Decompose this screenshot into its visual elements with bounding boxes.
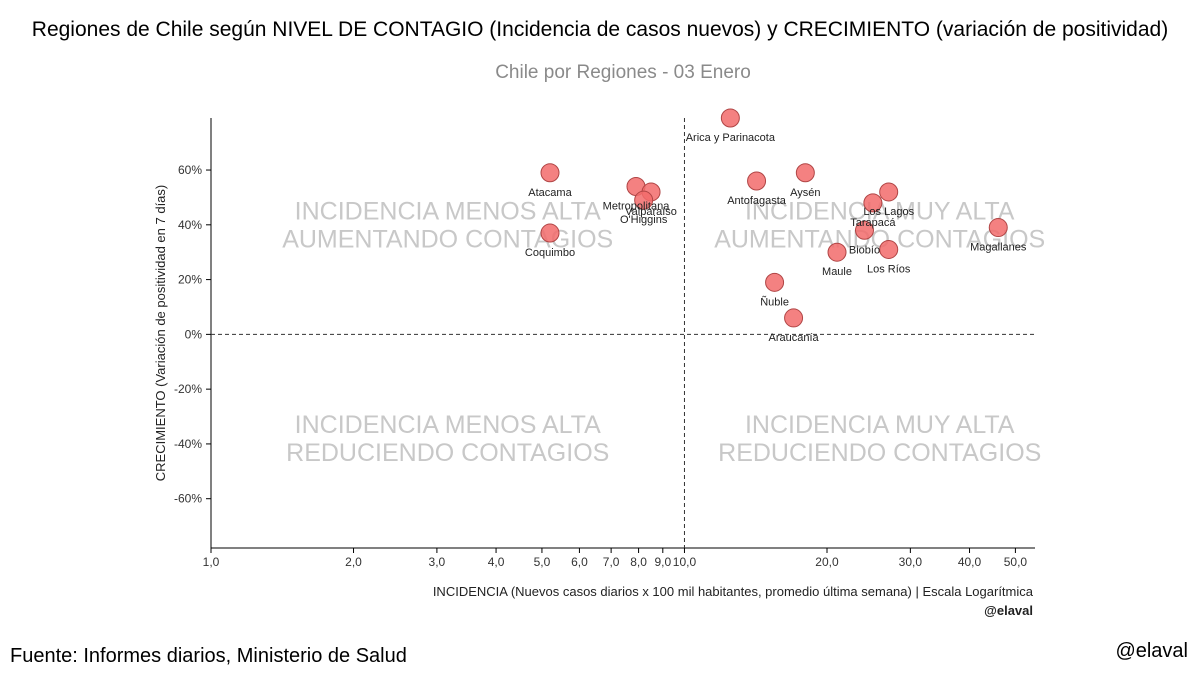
y-tick-label: -20%	[174, 382, 202, 396]
data-point-label: Biobío	[849, 244, 880, 256]
data-point-label: Valparaíso	[625, 206, 677, 218]
y-axis-title: CRECIMIENTO (Variación de positividad en…	[153, 185, 168, 481]
data-point	[765, 272, 785, 292]
axes: -60% -40% -20% 0% 20% 40% 60% 1,0 2,0 3,0 4,0 5,0 6,…	[174, 118, 1035, 569]
chart-subtitle: Chile por Regiones - 03 Enero	[495, 62, 751, 83]
x-tick-label: 3,0	[429, 555, 446, 569]
x-tick-label: 1,0	[203, 555, 220, 569]
x-tick-label: 9,0	[654, 555, 671, 569]
data-point-label: Tarapacá	[850, 217, 896, 229]
quadrant-label-line: REDUCIENDO CONTAGIOS	[286, 439, 609, 467]
y-tick-label: 0%	[185, 327, 203, 341]
data-point-label: Arica y Parinacota	[686, 132, 776, 144]
y-tick-label: -60%	[174, 492, 202, 506]
quadrant-label-top-left: INCIDENCIA MENOS ALTA AUMENTANDO CONTAGIO…	[282, 197, 613, 253]
author-handle: @elaval	[1115, 640, 1188, 662]
data-point-label: Antofagasta	[727, 195, 787, 207]
data-point	[879, 182, 899, 202]
data-point	[854, 220, 874, 240]
data-point-label: Maule	[822, 266, 852, 278]
data-point	[827, 242, 847, 262]
chart-credit: @elaval	[984, 603, 1033, 618]
x-tick-label: 4,0	[488, 555, 505, 569]
x-axis-title: INCIDENCIA (Nuevos casos diarios x 100 m…	[433, 584, 1034, 599]
quadrant-label-line: REDUCIENDO CONTAGIOS	[718, 439, 1041, 467]
x-tick-label: 20,0	[815, 555, 839, 569]
data-point	[795, 163, 815, 183]
quadrant-label-bottom-right: INCIDENCIA MUY ALTA REDUCIENDO CONTAGIOS	[718, 411, 1041, 467]
y-tick-label: -40%	[174, 437, 202, 451]
data-point	[988, 218, 1008, 238]
x-tick-label: 8,0	[630, 555, 647, 569]
quadrant-label-line: INCIDENCIA MENOS ALTA	[295, 411, 601, 439]
data-point-label: Aysén	[790, 187, 820, 199]
data-point-label: Coquimbo	[525, 247, 575, 259]
data-point-label: O'Higgins	[620, 214, 668, 226]
data-point	[720, 108, 740, 128]
data-point	[784, 308, 804, 328]
data-point-label: Metropolitana	[603, 200, 671, 212]
page-title: Regiones de Chile según NIVEL DE CONTAGI…	[31, 18, 1169, 41]
y-tick-label: 40%	[178, 218, 202, 232]
data-point	[540, 163, 560, 183]
data-point-label: Magallanes	[970, 242, 1027, 254]
source-note: Fuente: Informes diarios, Ministerio de …	[10, 645, 407, 667]
x-tick-label: 7,0	[603, 555, 620, 569]
data-point	[540, 223, 560, 243]
data-point	[863, 193, 883, 213]
data-point-label: Atacama	[528, 187, 572, 199]
data-point	[634, 190, 654, 210]
data-point-label: Ñuble	[760, 295, 789, 308]
quadrant-label-bottom-left: INCIDENCIA MENOS ALTA REDUCIENDO CONTAGIO…	[286, 411, 609, 467]
data-point	[747, 171, 767, 191]
data-point-label: Los Ríos	[867, 263, 911, 275]
quadrant-label-line: INCIDENCIA MENOS ALTA	[295, 197, 601, 225]
y-tick-label: 60%	[178, 163, 202, 177]
data-point-label: Los Lagos	[863, 206, 914, 218]
x-tick-label: 50,0	[1004, 555, 1028, 569]
quadrant-labels: INCIDENCIA MENOS ALTA AUMENTANDO CONTAGIO…	[282, 197, 1045, 467]
x-tick-label: 30,0	[899, 555, 923, 569]
x-tick-label: 5,0	[534, 555, 551, 569]
x-tick-label: 40,0	[958, 555, 982, 569]
data-points: Arica y Parinacota Atacama Coquimbo Metropo…	[525, 108, 1027, 344]
x-tick-label: 10,0	[673, 555, 697, 569]
x-tick-label: 6,0	[571, 555, 588, 569]
data-point	[879, 239, 899, 259]
x-tick-label: 2,0	[345, 555, 362, 569]
y-tick-label: 20%	[178, 273, 202, 287]
data-point-label: Araucanía	[768, 332, 819, 344]
quadrant-label-line: INCIDENCIA MUY ALTA	[745, 411, 1015, 439]
